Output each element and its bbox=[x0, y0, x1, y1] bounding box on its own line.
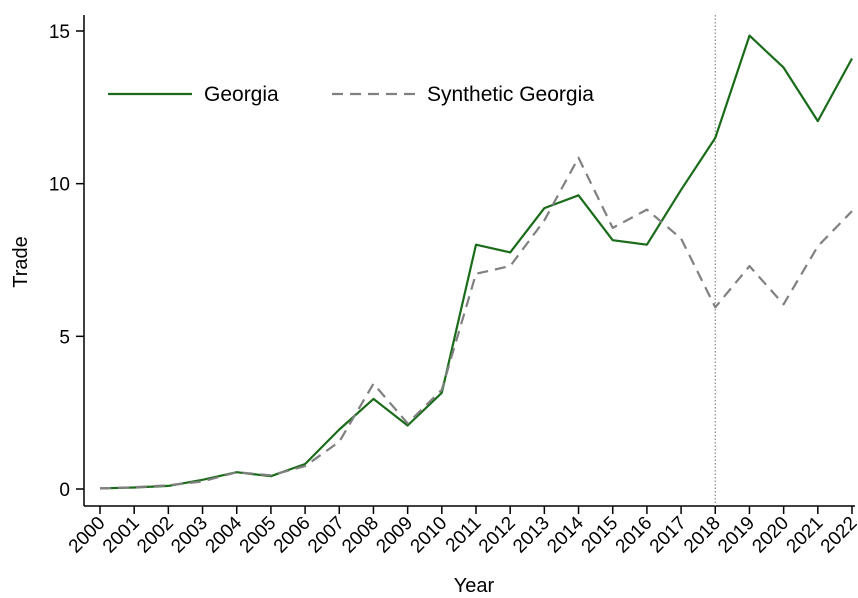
x-tick-label-2021: 2021 bbox=[783, 513, 828, 558]
x-tick-label-2019: 2019 bbox=[714, 513, 759, 558]
legend-label-georgia: Georgia bbox=[204, 83, 279, 106]
x-tick-label-2015: 2015 bbox=[578, 513, 623, 558]
y-axis-ticks: 0 5 10 15 bbox=[49, 22, 84, 501]
x-tick-label-2022: 2022 bbox=[817, 513, 858, 558]
x-tick-label-2003: 2003 bbox=[167, 513, 212, 558]
y-axis-title: Trade bbox=[10, 236, 32, 288]
x-tick-label-2000: 2000 bbox=[65, 513, 110, 558]
legend-label-synthetic-georgia: Synthetic Georgia bbox=[427, 83, 594, 106]
x-tick-label-2016: 2016 bbox=[612, 513, 657, 558]
x-tick-label-2005: 2005 bbox=[236, 513, 281, 558]
x-tick-label-2020: 2020 bbox=[748, 513, 793, 558]
x-tick-label-2014: 2014 bbox=[543, 512, 588, 557]
x-tick-label-2017: 2017 bbox=[646, 513, 691, 558]
series-layer bbox=[99, 34, 853, 490]
x-tick-label-2009: 2009 bbox=[372, 513, 417, 558]
legend: Georgia Synthetic Georgia bbox=[108, 83, 594, 106]
series-line-synthetic-georgia bbox=[99, 156, 853, 490]
x-tick-label-2006: 2006 bbox=[270, 513, 315, 558]
x-tick-label-2010: 2010 bbox=[407, 513, 452, 558]
y-tick-label-15: 15 bbox=[49, 22, 70, 43]
x-tick-label-2011: 2011 bbox=[442, 513, 486, 557]
y-tick-label-5: 5 bbox=[59, 327, 70, 348]
y-tick-label-0: 0 bbox=[59, 480, 70, 501]
x-axis-ticks: 2000200120022003200420052006200720082009… bbox=[65, 506, 858, 557]
x-tick-label-2008: 2008 bbox=[338, 513, 383, 558]
x-axis-title: Year bbox=[454, 575, 495, 597]
x-tick-label-2007: 2007 bbox=[304, 513, 349, 558]
x-tick-label-2001: 2001 bbox=[99, 513, 144, 558]
x-tick-label-2012: 2012 bbox=[475, 513, 520, 558]
x-tick-label-2002: 2002 bbox=[133, 513, 178, 558]
x-tick-label-2004: 2004 bbox=[202, 512, 247, 557]
x-tick-label-2013: 2013 bbox=[509, 513, 554, 558]
y-tick-label-10: 10 bbox=[49, 175, 70, 196]
x-tick-label-2018: 2018 bbox=[680, 513, 725, 558]
